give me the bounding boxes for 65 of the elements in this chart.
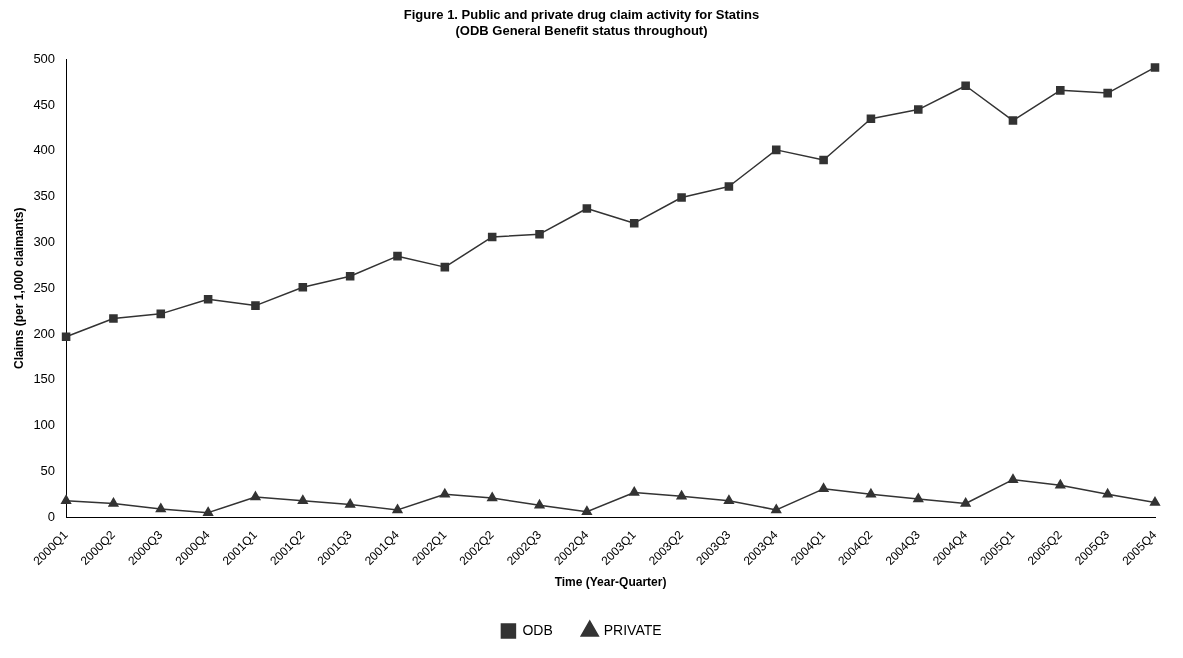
point [581, 505, 592, 515]
y-tick-label: 150 [33, 371, 56, 387]
point [1055, 479, 1066, 489]
point [203, 506, 214, 516]
y-tick-label: 100 [33, 417, 56, 433]
point [1103, 88, 1112, 98]
legend-label: PRIVATE [603, 621, 662, 638]
point [392, 504, 403, 514]
y-tick-label: 450 [33, 96, 56, 112]
point [582, 204, 592, 213]
y-tick-label: 250 [33, 279, 56, 295]
point [439, 488, 450, 498]
point [1150, 63, 1160, 72]
point [203, 294, 213, 304]
point [771, 504, 782, 514]
point [345, 498, 356, 508]
legend-label: ODB [522, 621, 553, 638]
point [865, 488, 877, 498]
point [109, 314, 118, 323]
point [1008, 116, 1018, 125]
text: Figure 1. Public and private drug claim activity for Statins [403, 7, 760, 23]
point [345, 272, 355, 281]
point [108, 497, 119, 507]
point [961, 81, 970, 91]
point [297, 494, 308, 504]
point [629, 218, 639, 228]
point [913, 493, 924, 503]
point [1102, 488, 1113, 498]
point [1149, 496, 1161, 506]
point [819, 155, 828, 165]
y-tick-label: 400 [33, 142, 56, 158]
point [724, 182, 734, 191]
point [250, 491, 261, 501]
point [866, 114, 876, 124]
point [960, 497, 971, 507]
point [677, 193, 686, 202]
point [393, 251, 402, 261]
point [487, 232, 497, 242]
point [440, 262, 450, 272]
point [534, 499, 545, 509]
point [914, 105, 923, 114]
y-tick-label: 200 [33, 325, 56, 341]
point [156, 309, 166, 319]
point [1056, 86, 1065, 95]
point [487, 492, 498, 502]
point [771, 145, 781, 155]
point [629, 486, 640, 496]
point [818, 483, 829, 493]
y-tick-label: 500 [33, 50, 56, 66]
point [61, 494, 72, 504]
y-tick-label: 300 [33, 233, 56, 249]
y-axis-title: Claims (per 1,000 claimants) [11, 207, 26, 369]
text: (ODB General Benefit status throughout) [455, 22, 708, 38]
y-tick-label: 350 [33, 188, 56, 204]
point [723, 494, 734, 504]
y-tick-label: 0 [47, 508, 56, 524]
point [298, 283, 308, 292]
point [676, 490, 687, 500]
point [155, 503, 166, 513]
point [251, 301, 260, 310]
y-tick-label: 50 [40, 463, 56, 478]
point [1007, 473, 1019, 483]
x-axis-title: Time (Year-Quarter) [554, 575, 667, 590]
point [535, 229, 544, 239]
point [61, 332, 71, 342]
